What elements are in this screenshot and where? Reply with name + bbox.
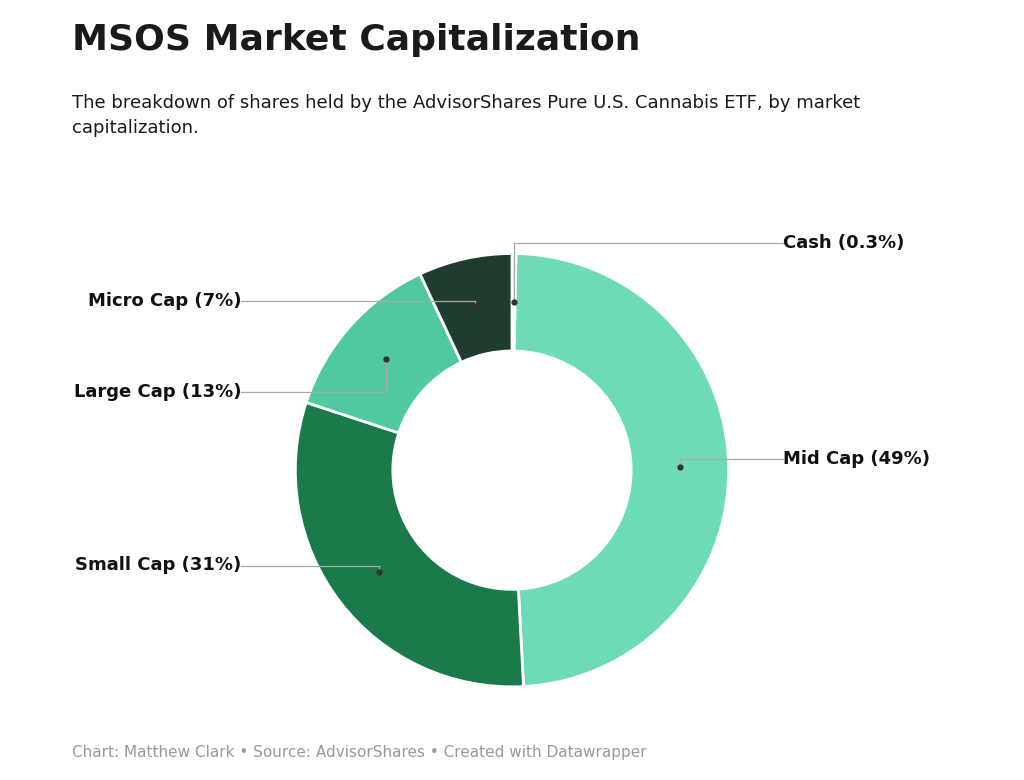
Text: Mid Cap (49%): Mid Cap (49%) bbox=[782, 450, 930, 468]
Text: Large Cap (13%): Large Cap (13%) bbox=[74, 383, 242, 401]
Text: MSOS Market Capitalization: MSOS Market Capitalization bbox=[72, 23, 640, 58]
Wedge shape bbox=[512, 254, 516, 351]
Text: Small Cap (31%): Small Cap (31%) bbox=[75, 556, 242, 575]
Wedge shape bbox=[306, 274, 462, 433]
Text: Micro Cap (7%): Micro Cap (7%) bbox=[88, 292, 242, 310]
Circle shape bbox=[393, 351, 631, 590]
Text: Cash (0.3%): Cash (0.3%) bbox=[782, 234, 904, 252]
Text: Chart: Matthew Clark • Source: AdvisorShares • Created with Datawrapper: Chart: Matthew Clark • Source: AdvisorSh… bbox=[72, 746, 646, 760]
Wedge shape bbox=[514, 254, 729, 686]
Wedge shape bbox=[420, 254, 512, 362]
Wedge shape bbox=[295, 402, 523, 687]
Text: The breakdown of shares held by the AdvisorShares Pure U.S. Cannabis ETF, by mar: The breakdown of shares held by the Advi… bbox=[72, 94, 860, 136]
